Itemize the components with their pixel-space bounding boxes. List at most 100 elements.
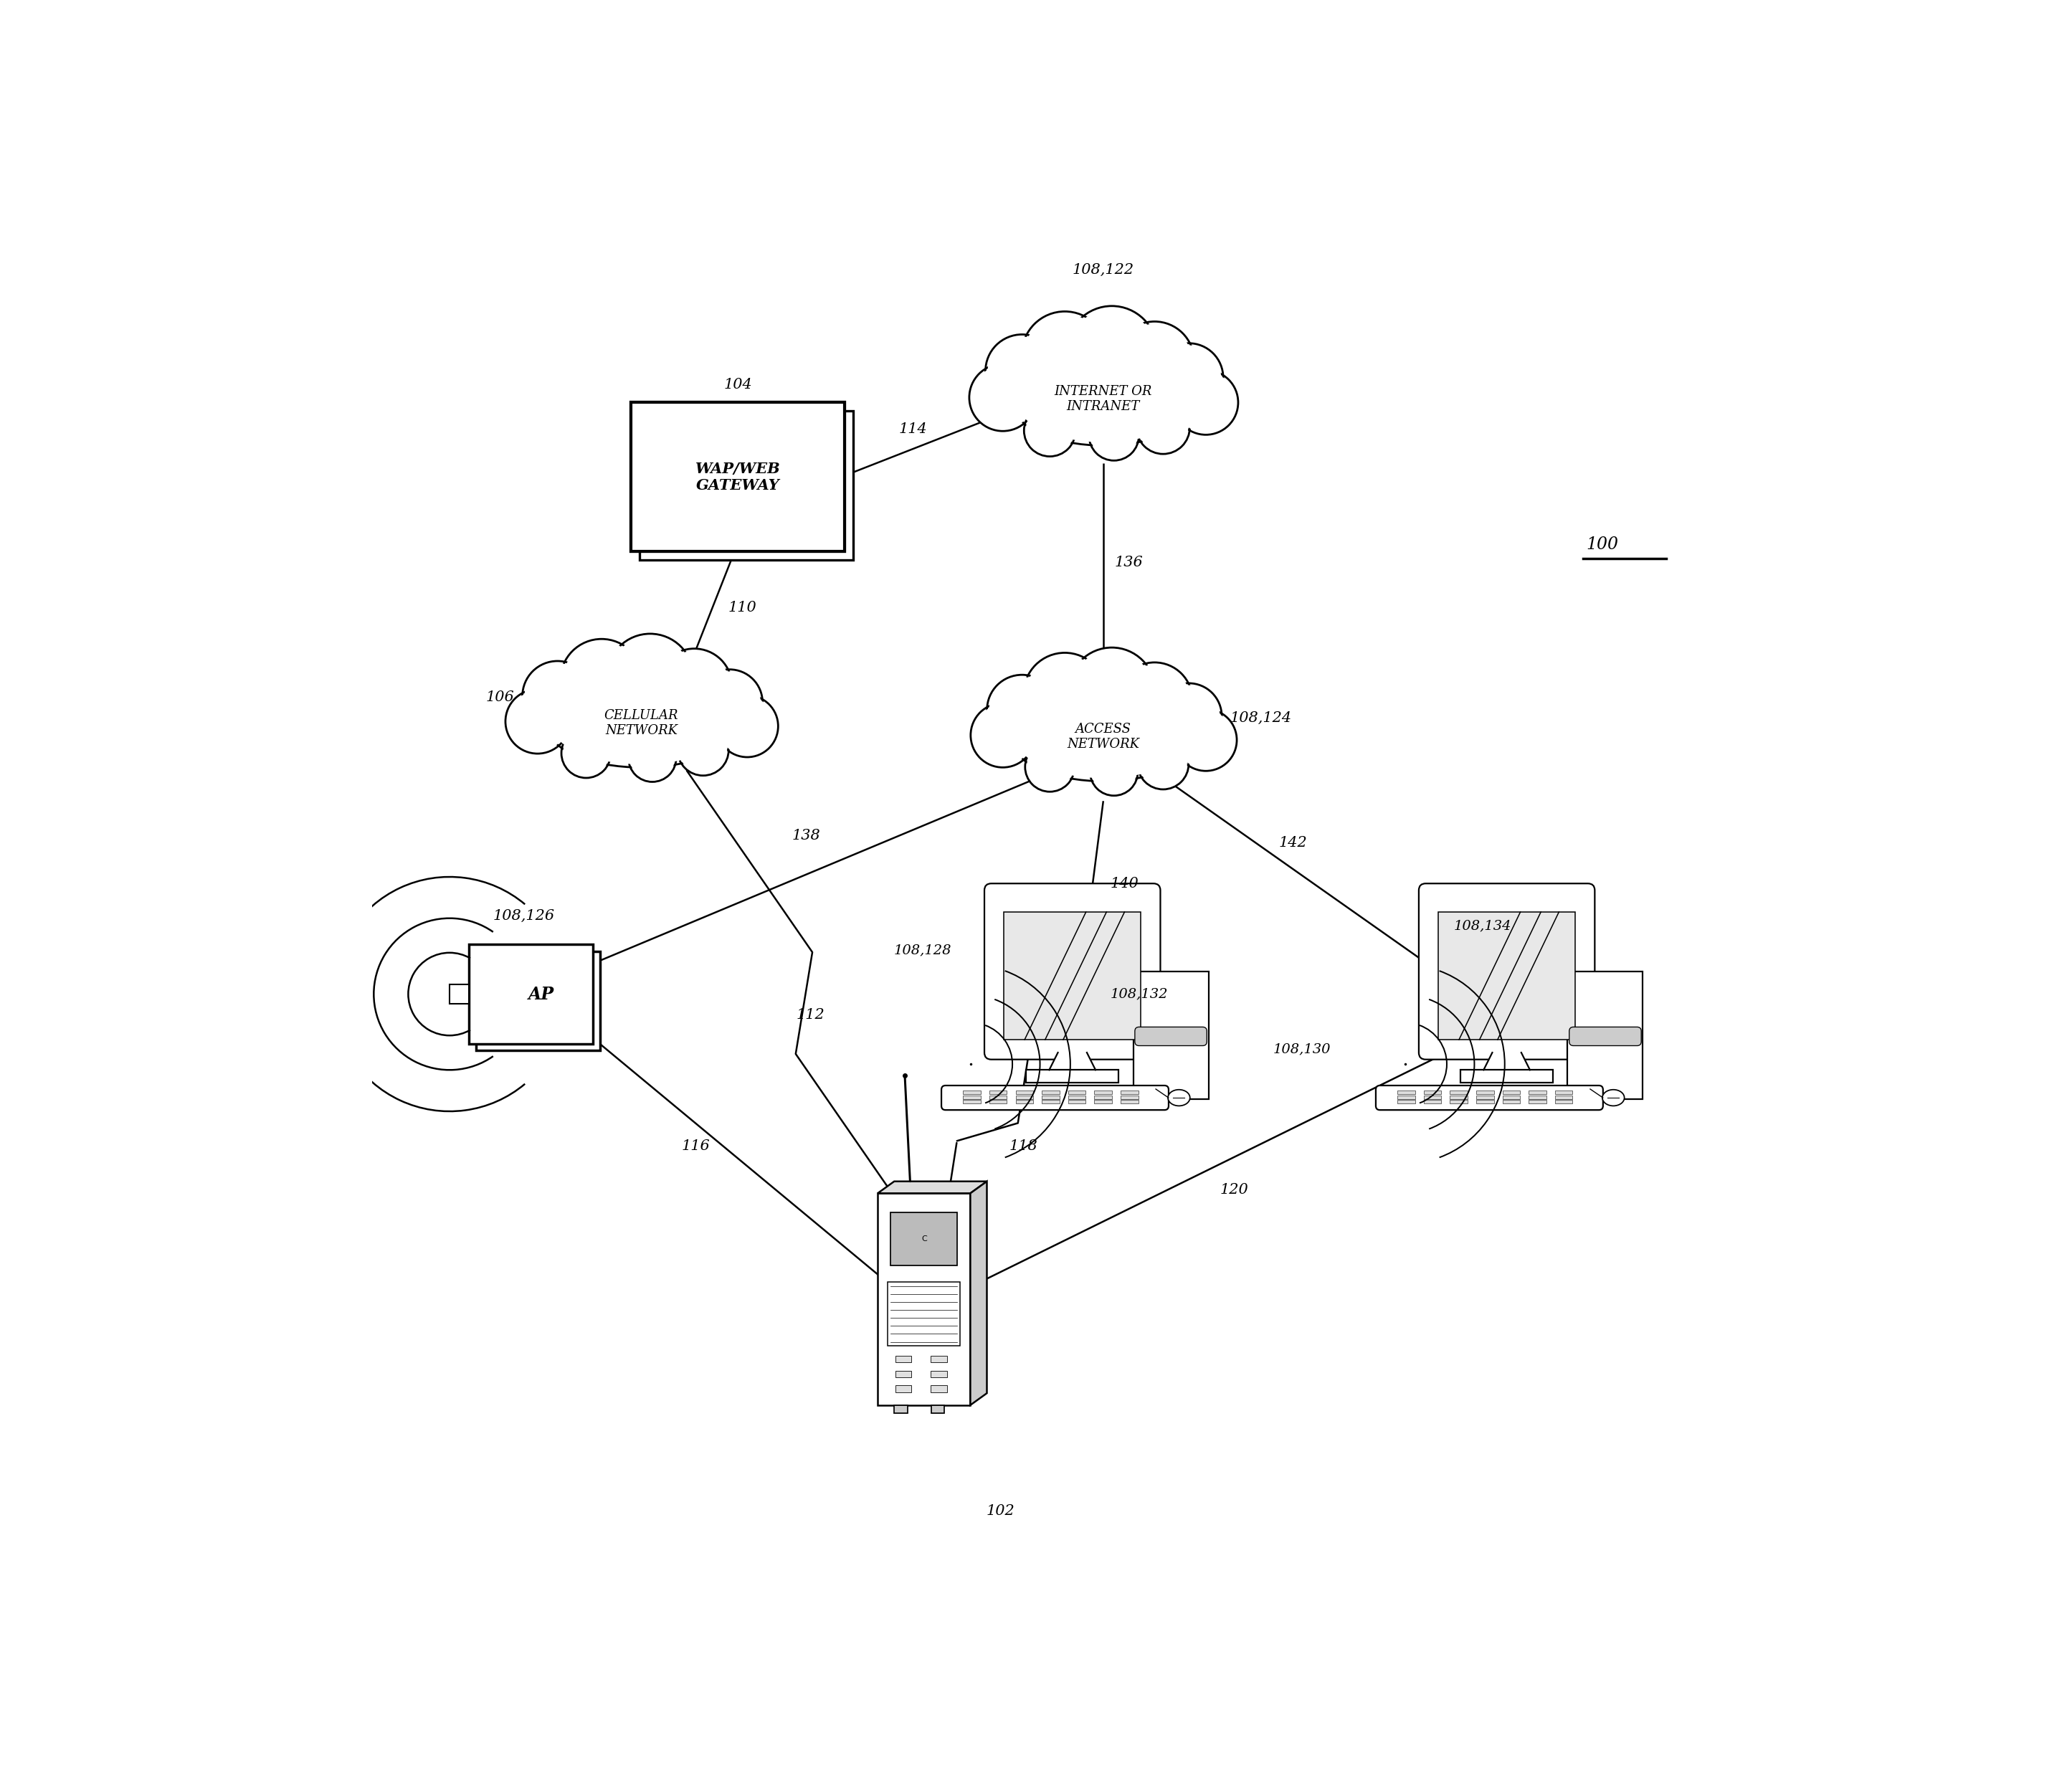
- Text: 108,134: 108,134: [1455, 919, 1510, 931]
- Circle shape: [1024, 652, 1106, 736]
- Bar: [1042, 1091, 1059, 1094]
- Circle shape: [524, 663, 591, 729]
- Bar: [1121, 1100, 1138, 1103]
- Text: 120: 120: [1220, 1184, 1249, 1196]
- Ellipse shape: [547, 684, 736, 768]
- Ellipse shape: [1015, 700, 1191, 779]
- Bar: [988, 1091, 1007, 1094]
- Circle shape: [680, 725, 727, 774]
- Text: 116: 116: [682, 1139, 711, 1153]
- Bar: [1397, 1100, 1415, 1103]
- Text: 108,128: 108,128: [893, 944, 951, 956]
- Bar: [1397, 1091, 1415, 1094]
- Text: 108,124: 108,124: [1231, 711, 1291, 725]
- Bar: [1094, 1100, 1113, 1103]
- Text: 108,130: 108,130: [1272, 1042, 1330, 1055]
- Circle shape: [972, 706, 1034, 765]
- Text: 140: 140: [1111, 878, 1140, 890]
- Circle shape: [562, 729, 611, 777]
- Bar: [1015, 1091, 1034, 1094]
- Bar: [1042, 1096, 1059, 1100]
- Polygon shape: [1048, 1053, 1096, 1069]
- Bar: [1121, 1096, 1138, 1100]
- Bar: [963, 1100, 980, 1103]
- Bar: [1438, 912, 1575, 1041]
- Text: ACCESS
NETWORK: ACCESS NETWORK: [1067, 724, 1140, 750]
- Circle shape: [609, 636, 690, 718]
- Bar: [1069, 1096, 1086, 1100]
- Circle shape: [630, 736, 675, 781]
- Circle shape: [564, 731, 609, 777]
- Bar: [1461, 1069, 1554, 1084]
- Bar: [1569, 971, 1643, 1100]
- Circle shape: [1117, 663, 1193, 738]
- Ellipse shape: [1015, 362, 1191, 444]
- Text: 136: 136: [1115, 555, 1144, 570]
- Circle shape: [1115, 322, 1193, 401]
- Text: 118: 118: [1009, 1139, 1038, 1153]
- Circle shape: [1026, 741, 1075, 792]
- Bar: [1069, 1091, 1086, 1094]
- Ellipse shape: [1017, 702, 1189, 777]
- Bar: [640, 410, 854, 559]
- Ellipse shape: [551, 686, 731, 767]
- Text: 108,126: 108,126: [493, 908, 555, 922]
- Circle shape: [1175, 373, 1237, 433]
- Ellipse shape: [1013, 360, 1193, 446]
- Circle shape: [1117, 324, 1191, 398]
- Circle shape: [988, 337, 1057, 405]
- Text: 142: 142: [1278, 836, 1307, 849]
- Circle shape: [1140, 740, 1187, 788]
- Circle shape: [1024, 405, 1075, 457]
- Bar: [963, 1091, 980, 1094]
- Circle shape: [508, 691, 568, 752]
- Bar: [930, 1386, 947, 1392]
- Text: INTERNET OR
INTRANET: INTERNET OR INTRANET: [1055, 385, 1152, 414]
- Circle shape: [1026, 656, 1104, 733]
- Circle shape: [522, 661, 593, 731]
- Circle shape: [986, 335, 1059, 408]
- Bar: [1042, 1100, 1059, 1103]
- Text: C: C: [922, 1236, 926, 1243]
- Polygon shape: [970, 1182, 986, 1406]
- FancyBboxPatch shape: [1135, 1026, 1206, 1046]
- Bar: [1502, 1096, 1521, 1100]
- Bar: [1423, 1091, 1442, 1094]
- Circle shape: [1173, 371, 1239, 435]
- Bar: [1094, 1096, 1113, 1100]
- Bar: [1502, 1100, 1521, 1103]
- Bar: [1475, 1091, 1494, 1094]
- Polygon shape: [1484, 1053, 1529, 1069]
- Ellipse shape: [1602, 1089, 1624, 1105]
- Circle shape: [1090, 749, 1138, 795]
- Bar: [1556, 1096, 1573, 1100]
- Circle shape: [1026, 407, 1073, 455]
- Circle shape: [607, 634, 694, 720]
- Bar: [1475, 1096, 1494, 1100]
- Circle shape: [719, 697, 777, 756]
- Bar: [1005, 912, 1142, 1041]
- Circle shape: [1069, 308, 1154, 394]
- Circle shape: [1090, 412, 1138, 458]
- Bar: [1450, 1100, 1467, 1103]
- Bar: [1397, 1096, 1415, 1100]
- Circle shape: [1071, 650, 1152, 731]
- Bar: [632, 403, 845, 552]
- Circle shape: [1090, 410, 1140, 460]
- Text: 112: 112: [796, 1008, 825, 1021]
- Bar: [468, 944, 593, 1044]
- Circle shape: [972, 365, 1034, 430]
- Circle shape: [628, 734, 675, 783]
- Circle shape: [1138, 403, 1187, 453]
- FancyBboxPatch shape: [1569, 1026, 1641, 1046]
- Bar: [1529, 1096, 1546, 1100]
- FancyBboxPatch shape: [941, 1085, 1169, 1110]
- Bar: [1121, 1091, 1138, 1094]
- Bar: [1556, 1100, 1573, 1103]
- Circle shape: [559, 639, 642, 722]
- Circle shape: [696, 670, 762, 736]
- Text: WAP/WEB
GATEWAY: WAP/WEB GATEWAY: [696, 462, 781, 493]
- Bar: [1026, 1069, 1119, 1084]
- Ellipse shape: [553, 688, 729, 765]
- Circle shape: [970, 364, 1036, 432]
